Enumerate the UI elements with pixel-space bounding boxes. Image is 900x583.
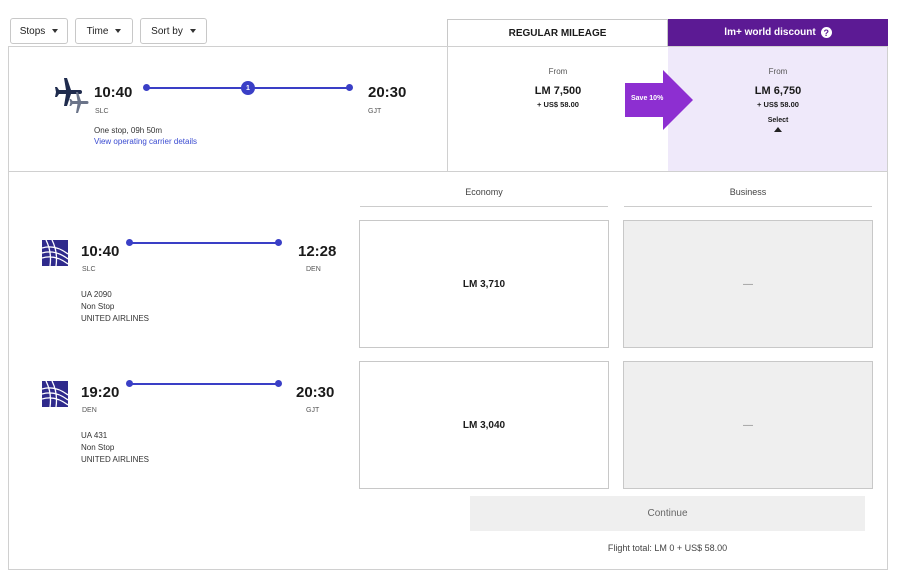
economy-column-header: Economy [465,187,503,197]
segment-2-depart-code: DEN [82,407,97,414]
summary-depart-time: 10:40 [94,84,133,101]
caret-down-icon [189,29,196,33]
segment-1-depart-time: 10:40 [81,243,120,260]
select-label[interactable]: Select [767,117,789,124]
route-start-dot [126,380,133,387]
segment-1-business-price: — [743,278,753,290]
route-start-dot [126,239,133,246]
caret-down-icon [52,29,59,33]
stops-filter-label: Stops [19,25,46,37]
summary-arrive-time: 20:30 [368,84,407,101]
route-start-dot [143,84,150,91]
divider [360,206,608,207]
segment-2-airline: UNITED AIRLINES [81,455,150,464]
segment-2-economy-fare[interactable]: LM 3,040 [359,361,609,489]
united-airlines-logo [42,240,68,266]
world-tax: + US$ 58.00 [757,100,799,109]
divider [624,206,872,207]
divider [8,171,888,172]
segment-2-economy-price: LM 3,040 [462,419,506,431]
divider [447,46,448,171]
segment-1-depart-code: SLC [82,266,96,273]
time-filter-button[interactable]: Time [75,18,133,44]
caret-down-icon [115,29,122,33]
segment-1-business-fare: — [623,220,873,348]
segment-1-stops: Non Stop [81,302,115,311]
regular-tax: + US$ 58.00 [537,100,579,109]
world-discount-panel[interactable] [668,47,887,171]
segment-2-business-price: — [743,419,753,431]
summary-depart-code: SLC [95,108,109,115]
segment-2-business-fare: — [623,361,873,489]
segment-1-economy-fare[interactable]: LM 3,710 [359,220,609,348]
caret-up-icon [774,127,782,132]
regular-price-box[interactable]: From LM 7,500 + US$ 58.00 [448,67,668,109]
summary-arrive-code: GJT [368,108,382,115]
continue-label: Continue [647,508,688,519]
route-end-dot [275,380,282,387]
tab-regular-mileage[interactable]: REGULAR MILEAGE [447,19,668,46]
tab-regular-label: REGULAR MILEAGE [508,27,607,39]
segment-2-depart-time: 19:20 [81,384,120,401]
business-column-header: Business [729,187,767,197]
flight-total: Flight total: LM 0 + US$ 58.00 [607,543,728,553]
regular-from-label: From [548,67,568,76]
segment-2-arrive-time: 20:30 [296,384,335,401]
segment-2-arrive-code: GJT [306,407,320,414]
united-airlines-logo [42,381,68,407]
segment-1-arrive-code: DEN [306,266,321,273]
sort-by-button[interactable]: Sort by [140,18,207,44]
flight-card [8,46,888,570]
stops-filter-button[interactable]: Stops [10,18,68,44]
help-icon[interactable]: ? [820,27,832,38]
tab-world-discount[interactable]: lm+ world discount ? [668,19,888,46]
world-price-box[interactable]: From LM 6,750 + US$ 58.00 Select [668,67,888,132]
duration-text: One stop, 09h 50m [94,126,163,135]
view-carrier-details-link[interactable]: View operating carrier details [94,137,198,146]
world-from-label: From [768,67,788,76]
regular-price: LM 7,500 [534,85,582,97]
segment-2-flight-number: UA 431 [81,431,108,440]
segment-1-arrive-time: 12:28 [298,243,337,260]
route-end-dot [275,239,282,246]
save-arrow-icon [625,70,693,130]
tab-world-label: lm+ world discount [724,27,816,38]
segment-1-flight-number: UA 2090 [81,290,112,299]
segment-1-economy-price: LM 3,710 [462,278,506,290]
segment-2-stops: Non Stop [81,443,115,452]
world-price: LM 6,750 [754,85,802,97]
route-end-dot [346,84,353,91]
route-line [130,242,279,244]
filter-bar: Stops Time Sort by [10,18,207,44]
sort-by-label: Sort by [151,25,183,37]
save-badge: Save 10% [631,95,664,102]
airplane-icon [55,78,89,113]
segment-1-airline: UNITED AIRLINES [81,314,150,323]
route-line [130,383,279,385]
continue-button[interactable]: Continue [470,496,865,531]
time-filter-label: Time [86,25,109,37]
stop-count-badge: 1 [241,81,255,95]
